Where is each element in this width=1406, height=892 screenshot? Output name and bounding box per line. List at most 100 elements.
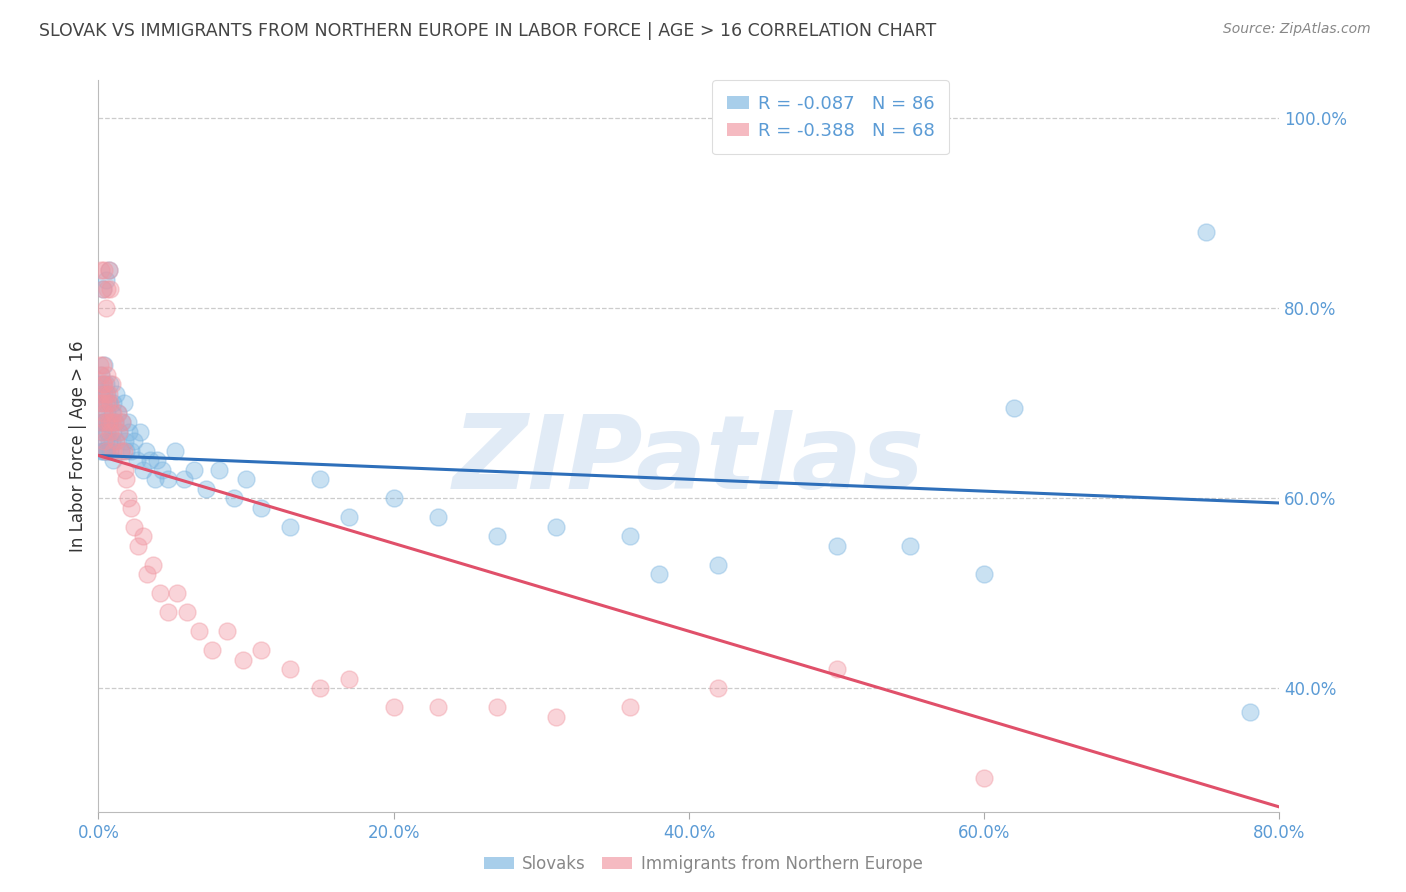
Point	[90, 415, 112, 429]
Point	[215, 624, 238, 639]
Point	[132, 529, 155, 543]
Point	[165, 443, 187, 458]
Point	[96, 386, 118, 401]
Point	[825, 539, 848, 553]
Point	[250, 643, 273, 657]
Point	[89, 425, 111, 439]
Point	[107, 406, 129, 420]
Point	[97, 415, 120, 429]
Point	[90, 386, 112, 401]
Point	[96, 425, 118, 439]
Point	[120, 443, 142, 458]
Point	[98, 443, 121, 458]
Point	[122, 520, 145, 534]
Point	[103, 406, 125, 420]
Point	[105, 386, 128, 401]
Point	[93, 377, 115, 392]
Point	[94, 443, 117, 458]
Point	[94, 301, 117, 316]
Point	[149, 586, 172, 600]
Point	[118, 425, 141, 439]
Point	[156, 605, 179, 619]
Point	[91, 425, 114, 439]
Point	[93, 358, 115, 372]
Point	[104, 415, 127, 429]
Point	[97, 415, 120, 429]
Point	[100, 406, 122, 420]
Point	[97, 434, 120, 449]
Point	[150, 463, 173, 477]
Point	[94, 273, 117, 287]
Point	[339, 672, 361, 686]
Point	[89, 358, 111, 372]
Point	[90, 415, 112, 429]
Point	[90, 443, 112, 458]
Point	[122, 434, 145, 449]
Point	[427, 510, 450, 524]
Point	[107, 406, 129, 420]
Point	[93, 263, 115, 277]
Legend: R = -0.087   N = 86, R = -0.388   N = 68: R = -0.087 N = 86, R = -0.388 N = 68	[713, 80, 949, 154]
Point	[156, 472, 179, 486]
Point	[96, 406, 118, 420]
Point	[176, 605, 198, 619]
Point	[339, 510, 361, 524]
Point	[93, 386, 115, 401]
Point	[93, 434, 115, 449]
Point	[103, 425, 125, 439]
Point	[91, 396, 114, 410]
Point	[91, 377, 114, 392]
Point	[91, 282, 114, 296]
Point	[110, 443, 132, 458]
Point	[98, 425, 121, 439]
Point	[90, 368, 112, 382]
Point	[128, 425, 150, 439]
Point	[91, 443, 114, 458]
Point	[108, 425, 131, 439]
Point	[93, 406, 115, 420]
Point	[127, 539, 149, 553]
Point	[117, 415, 139, 429]
Point	[132, 463, 155, 477]
Point	[91, 377, 114, 392]
Point	[125, 453, 148, 467]
Point	[97, 263, 120, 277]
Point	[143, 472, 166, 486]
Point	[96, 282, 118, 296]
Point	[97, 396, 120, 410]
Point	[250, 500, 273, 515]
Point	[100, 377, 122, 392]
Point	[973, 567, 995, 582]
Point	[900, 539, 922, 553]
Point	[280, 662, 302, 676]
Point	[91, 396, 114, 410]
Point	[382, 491, 405, 506]
Point	[94, 434, 117, 449]
Point	[235, 472, 257, 486]
Point	[648, 567, 671, 582]
Point	[142, 558, 165, 572]
Point	[89, 377, 111, 392]
Point	[187, 624, 209, 639]
Point	[94, 415, 117, 429]
Point	[103, 396, 125, 410]
Text: Source: ZipAtlas.com: Source: ZipAtlas.com	[1223, 22, 1371, 37]
Point	[208, 463, 231, 477]
Point	[111, 415, 134, 429]
Point	[486, 529, 509, 543]
Text: ZIPatlas: ZIPatlas	[453, 410, 925, 511]
Point	[486, 700, 509, 714]
Y-axis label: In Labor Force | Age > 16: In Labor Force | Age > 16	[69, 340, 87, 552]
Point	[97, 263, 120, 277]
Point	[89, 396, 111, 410]
Point	[825, 662, 848, 676]
Point	[103, 443, 125, 458]
Point	[707, 558, 730, 572]
Point	[136, 567, 159, 582]
Point	[120, 500, 142, 515]
Point	[90, 263, 112, 277]
Point	[115, 443, 138, 458]
Point	[91, 425, 114, 439]
Point	[110, 443, 132, 458]
Point	[1195, 225, 1218, 239]
